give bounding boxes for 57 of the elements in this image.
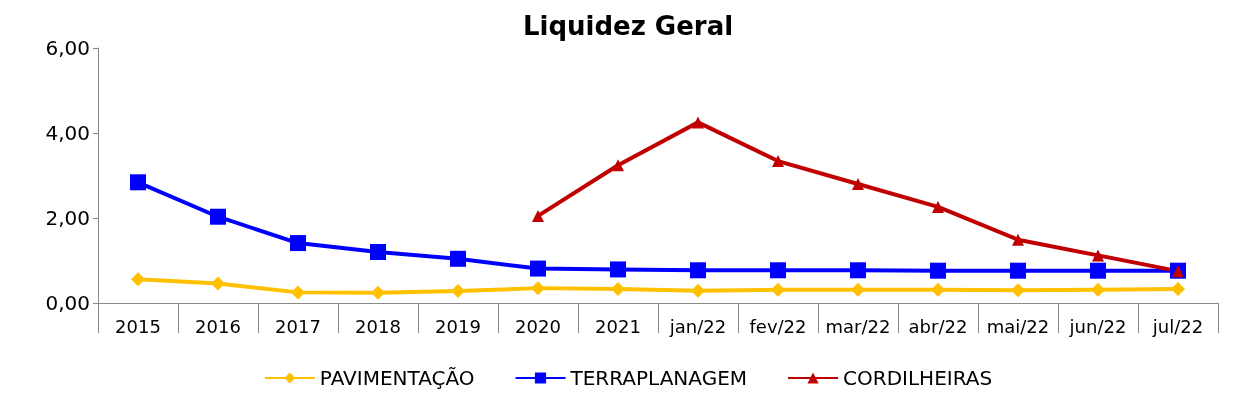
point: [852, 178, 864, 190]
point: [210, 208, 226, 225]
point: [771, 282, 785, 297]
point: [370, 244, 386, 260]
x-tick-label: jul/22: [1151, 315, 1204, 337]
point: [211, 276, 225, 291]
x-tick-label: fev/22: [749, 315, 807, 337]
chart-title: Liquidez Geral: [522, 11, 734, 41]
point: [612, 159, 624, 172]
x-tick-label: 2019: [435, 315, 481, 337]
point: [130, 174, 146, 191]
point: [931, 282, 945, 297]
x-tick-label: mai/22: [986, 315, 1050, 337]
x-tick-label: 2018: [355, 315, 401, 337]
point: [770, 262, 786, 279]
point: [530, 260, 546, 277]
point: [930, 262, 946, 279]
legend-label: CORDILHEIRAS: [843, 366, 993, 390]
point: [451, 284, 465, 299]
x-tick-label: mar/22: [825, 315, 891, 337]
point: [1091, 282, 1105, 297]
x-tick-label: 2017: [275, 315, 321, 337]
legend-label: PAVIMENTAÇÃO: [319, 366, 475, 390]
point: [531, 281, 545, 296]
point: [850, 262, 866, 279]
x-tick-label: jan/22: [668, 315, 727, 337]
point: [450, 250, 466, 267]
x-tick-label: abr/22: [908, 315, 968, 337]
y-tick-label: 2,00: [45, 206, 90, 230]
x-tick-label: 2016: [195, 315, 241, 337]
point: [1010, 262, 1026, 279]
x-tick-label: 2020: [515, 315, 561, 337]
point: [611, 281, 625, 296]
x-tick-label: 2021: [595, 315, 641, 337]
point: [1092, 249, 1104, 262]
point: [691, 283, 705, 298]
point: [610, 261, 626, 278]
point: [532, 209, 544, 222]
point: [1012, 233, 1024, 246]
point: [690, 262, 706, 279]
point: [772, 155, 784, 168]
point: [692, 116, 704, 129]
y-tick-label: 4,00: [45, 121, 90, 145]
point: [1090, 262, 1106, 279]
y-tick-label: 0,00: [45, 291, 90, 315]
point: [1011, 283, 1025, 298]
legend-label: TERRAPLANAGEM: [569, 366, 748, 390]
point: [291, 285, 305, 300]
point: [290, 235, 306, 252]
x-tick-label: jun/22: [1068, 315, 1127, 337]
point: [932, 200, 944, 213]
point: [371, 285, 385, 300]
point: [131, 272, 145, 287]
point: [851, 282, 865, 297]
point: [1171, 281, 1185, 296]
x-tick-label: 2015: [115, 315, 161, 337]
y-tick-label: 6,00: [45, 36, 90, 60]
